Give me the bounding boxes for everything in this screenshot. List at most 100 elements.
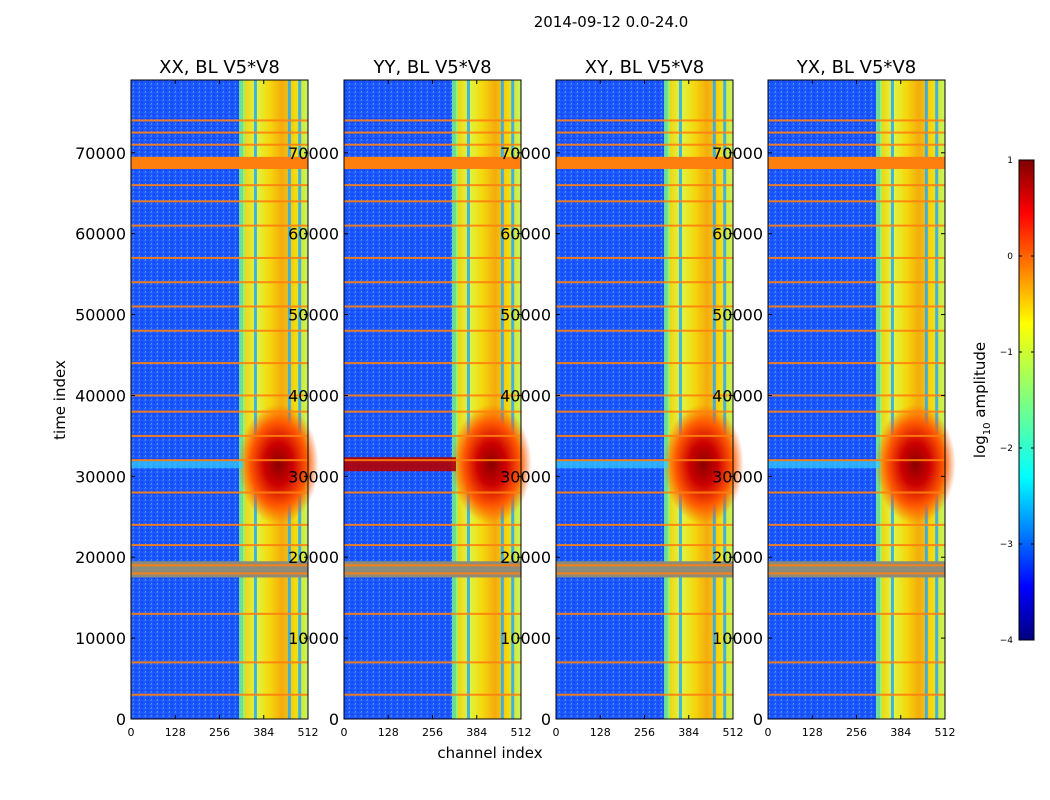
flag-line [768,661,945,664]
flag-line [131,459,308,462]
y-tick-label: 30000 [500,467,551,486]
y-tick-label: 70000 [500,144,551,163]
y-tick-label: 40000 [288,386,339,405]
colorbar-label-main: log [971,435,989,458]
channel-divider [298,80,302,719]
flag-line [768,612,945,615]
flag-line [768,410,945,413]
flag-line [131,434,308,437]
flag-line [768,329,945,332]
y-tick-label: 60000 [288,225,339,244]
flag-line [131,143,308,146]
y-tick-label: 40000 [712,386,763,405]
band-edge [664,80,671,719]
x-tick-label: 384 [890,726,911,739]
flag-line [556,200,733,203]
flag-line [768,564,945,567]
channel-divider [500,80,504,719]
flag-line [344,224,521,227]
flag-line [556,184,733,187]
burst [238,404,319,525]
y-tick-label: 70000 [75,144,126,163]
flag-line [131,362,308,365]
flag-line [556,523,733,526]
band-edge [239,80,246,719]
y-tick-label: 0 [116,710,126,729]
flag-line [768,459,945,462]
flag-line [768,544,945,547]
flag-line [344,256,521,259]
y-tick-label: 10000 [712,629,763,648]
flag-line [131,544,308,547]
y-tick-label: 20000 [75,548,126,567]
y-tick-label: 50000 [500,306,551,325]
channel-divider [890,80,894,719]
x-tick-label: 256 [209,726,230,739]
flag-line [131,410,308,413]
colorbar-label-rest: amplitude [971,342,989,423]
flag-line [556,693,733,696]
channel-divider [712,80,716,719]
flag-line [131,224,308,227]
high-band [456,80,521,719]
flag-line [344,572,521,575]
flag-line [131,491,308,494]
colorbar-label-sub: 10 [982,422,993,435]
flag-band-gray [556,561,733,578]
flag-line [556,281,733,284]
flag-line [344,459,521,462]
x-tick-label: 128 [165,726,186,739]
flag-line [131,305,308,308]
channel-divider [253,80,257,719]
x-tick-label: 512 [298,726,319,739]
y-tick-label: 50000 [75,306,126,325]
high-band [880,80,945,719]
burst [451,404,532,525]
flag-line [344,410,521,413]
flag-band-orange [131,156,308,169]
flag-line [344,661,521,664]
flag-line [344,544,521,547]
flag-line [768,131,945,134]
flag-band-orange [556,156,733,169]
flag-line [556,362,733,365]
x-tick-label: 128 [590,726,611,739]
y-tick-label: 30000 [288,467,339,486]
x-tick-label: 512 [723,726,744,739]
flag-line [344,612,521,615]
x-tick-label: 384 [466,726,487,739]
panel-title: YX, BL V5*V8 [796,57,916,78]
x-tick-label: 256 [846,726,867,739]
flag-line [768,523,945,526]
flag-line [556,329,733,332]
flag-line [556,119,733,122]
burst [875,404,956,525]
flag-line [556,459,733,462]
flag-line [344,119,521,122]
flag-line [768,143,945,146]
flag-line [556,410,733,413]
flag-line [768,224,945,227]
channel-divider [678,80,682,719]
panel-3: XY, BL V5*V8 0 128 256 384 512 0 10000 20000 3000… [500,57,744,739]
flag-line [131,184,308,187]
flag-line [768,184,945,187]
y-tick-label: 30000 [712,467,763,486]
panel-2: YY, BL V5*V8 0 128 256 384 512 0 10000 20000 3000… [288,57,532,739]
flag-line [344,523,521,526]
flag-line [556,434,733,437]
y-tick-label: 60000 [712,225,763,244]
x-tick-label: 0 [553,726,560,739]
flag-line [344,329,521,332]
y-tick-label: 40000 [500,386,551,405]
flag-line [768,119,945,122]
flag-line [768,200,945,203]
y-tick-label: 50000 [288,306,339,325]
colorbar-tick-label: −1 [1000,348,1013,358]
x-tick-label: 384 [678,726,699,739]
channel-divider [935,80,939,719]
flag-line [768,281,945,284]
x-tick-label: 0 [341,726,348,739]
y-axis-label: time index [51,360,69,440]
